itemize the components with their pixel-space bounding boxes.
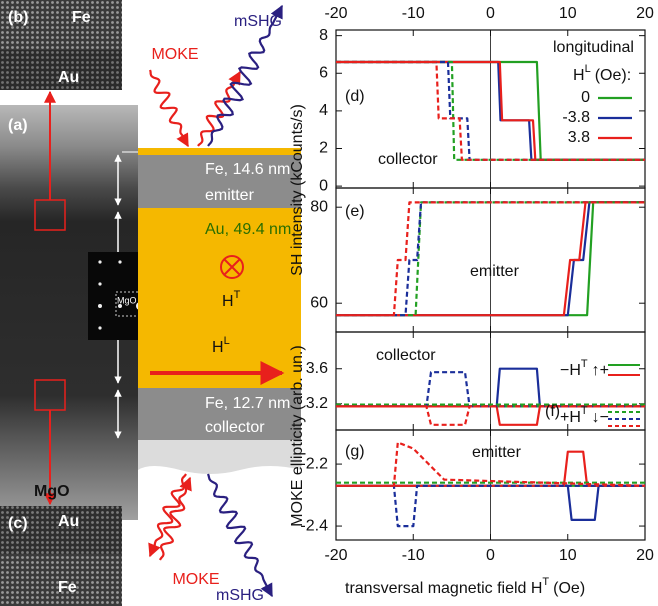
- beam: [196, 476, 200, 556]
- y-tick-label: 6: [319, 64, 328, 81]
- y-tick-label: 80: [310, 198, 328, 215]
- x-tick-label: 20: [636, 547, 654, 564]
- annotation: collector: [376, 347, 436, 364]
- layer-label: collector: [205, 419, 265, 436]
- panel-label: (g): [345, 443, 365, 460]
- layer-label: MgO: [34, 483, 70, 500]
- x-tick-label: -10: [402, 5, 425, 22]
- superscript: T: [542, 576, 549, 588]
- text-part: +H: [560, 409, 581, 426]
- layer-label: Fe: [58, 579, 77, 596]
- superscript: T: [581, 405, 588, 417]
- superscript: L: [585, 63, 591, 75]
- layer-label: Au, 49.4 nm: [205, 221, 291, 238]
- text-part: transversal magnetic field H: [345, 580, 542, 597]
- y-tick-label: -2.2: [300, 455, 328, 472]
- x-tick-label: -10: [402, 547, 425, 564]
- substrate: [138, 440, 301, 474]
- panel-label: (f): [545, 403, 560, 420]
- y-tick-label: 3.6: [306, 360, 328, 377]
- panel-label: (c): [8, 515, 28, 532]
- layer-label: Fe: [72, 9, 91, 26]
- text-part: −H: [560, 362, 581, 379]
- beam: [150, 70, 188, 146]
- legend-title: longitudinal: [553, 39, 634, 56]
- layer-label: Au: [58, 513, 79, 530]
- legend-label: 0: [581, 89, 590, 106]
- y-tick-label: 0: [319, 177, 328, 194]
- panel-label: (d): [345, 88, 365, 105]
- y-tick-label: 8: [319, 27, 328, 44]
- x-tick-label: 10: [559, 547, 577, 564]
- annotation: collector: [378, 151, 438, 168]
- legend-label: 3.8: [568, 129, 590, 146]
- text-part: (Oe): [553, 580, 585, 597]
- y-tick-label: 60: [310, 294, 328, 311]
- legend-label: +HT ↓−: [560, 405, 609, 426]
- figure: (b) Fe Au (a) MgO (c) Au Fe MgO Au Fe Fe…: [0, 0, 658, 606]
- panel-label: (b): [8, 9, 28, 26]
- y-axis-label: MOKE ellipticity (arb. un.): [289, 345, 306, 526]
- legend-label: −HT ↑+: [560, 358, 609, 379]
- layer-label: Au: [58, 69, 79, 86]
- text-part: (Oe):: [595, 67, 631, 84]
- beam-label: MOKE: [151, 46, 198, 63]
- x-tick-label: -20: [324, 547, 347, 564]
- y-tick-label: 2: [319, 140, 328, 157]
- page: { "figure": { "panel_b": {"label": "(b)"…: [0, 0, 658, 606]
- layer-label: emitter: [205, 187, 255, 204]
- y-tick-label: 4: [319, 102, 328, 119]
- text-part: H: [222, 293, 234, 310]
- layer-label: Fe, 12.7 nm: [205, 395, 290, 412]
- charts: 0 2 4 6 8 -20 -10 0 10 20 (d) collector SH intensity…: [289, 5, 654, 597]
- y-tick-label: 3.2: [306, 395, 328, 412]
- superscript: T: [581, 358, 588, 370]
- text-part: H: [573, 67, 585, 84]
- x-axis-label: transversal magnetic field HT (Oe): [345, 576, 585, 597]
- x-tick-label: 20: [636, 5, 654, 22]
- y-tick-label: -2.4: [300, 517, 328, 534]
- annotation: emitter: [470, 263, 520, 280]
- text-part: H: [212, 339, 224, 356]
- beam-label: mSHG: [216, 587, 264, 604]
- x-tick-label: 0: [486, 547, 495, 564]
- inset-label: MgO: [117, 295, 137, 305]
- panel-label: (e): [345, 203, 365, 220]
- annotation: emitter: [472, 444, 522, 461]
- x-tick-label: 10: [559, 5, 577, 22]
- y-axis-label: SH intensity (kCounts/s): [289, 104, 306, 276]
- x-tick-label: 0: [486, 5, 495, 22]
- panel-label: (a): [8, 117, 28, 134]
- layer-label: Fe, 14.6 nm: [205, 161, 290, 178]
- superscript: T: [234, 289, 241, 301]
- text-part: ↑+: [592, 362, 609, 379]
- legend-title: HL (Oe):: [573, 63, 631, 84]
- legend-label: -3.8: [562, 109, 590, 126]
- text-part: ↓−: [592, 409, 609, 426]
- superscript: L: [224, 335, 230, 347]
- beam-label: MOKE: [172, 571, 219, 588]
- x-tick-label: -20: [324, 5, 347, 22]
- cap-layer: [138, 148, 301, 155]
